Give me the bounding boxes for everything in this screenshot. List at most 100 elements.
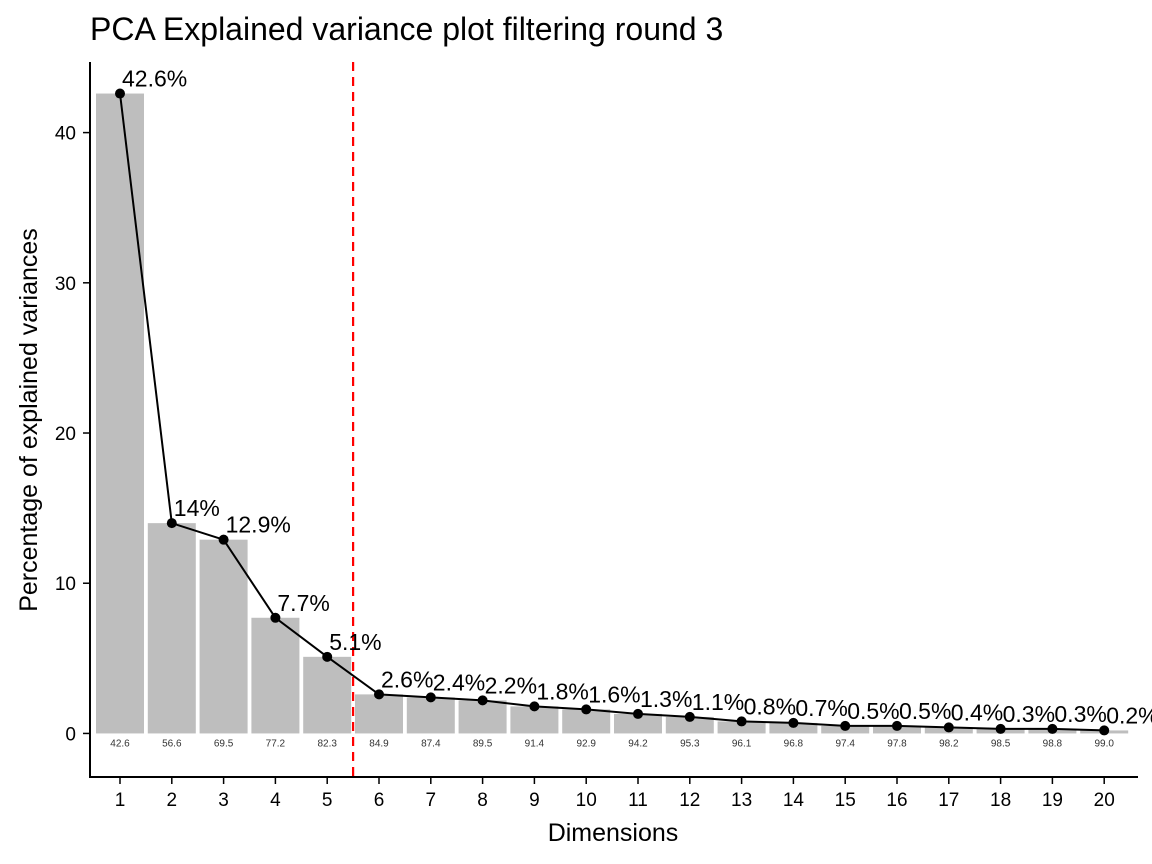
point-dim-15 [840,720,851,731]
y-tick-label: 30 [55,274,76,295]
cumulative-label-dim-17: 98.2 [939,738,959,749]
point-dim-14 [788,717,799,728]
cumulative-label-dim-6: 84.9 [369,738,389,749]
x-tick-label: 1 [115,790,126,811]
bar-dim-12 [665,716,714,734]
x-tick-label: 20 [1094,790,1115,811]
bar-dim-3 [199,539,248,734]
value-label-dim-20: 0.2% [1106,702,1152,728]
point-dim-4 [270,612,281,623]
point-dim-18 [995,723,1006,734]
cumulative-label-dim-20: 99.0 [1094,738,1114,749]
x-tick-label: 12 [679,790,700,811]
cumulative-label-dim-15: 97.4 [835,738,855,749]
chart-title: PCA Explained variance plot filtering ro… [90,11,723,47]
bar-dim-7 [406,697,455,734]
point-dim-6 [374,689,384,700]
x-tick-label: 7 [426,790,437,811]
cumulative-label-dim-5: 82.3 [317,738,337,749]
point-dim-11 [633,708,643,719]
value-label-dim-7: 2.4% [433,669,485,695]
value-label-dim-8: 2.2% [485,672,537,698]
bar-dim-4 [251,617,300,734]
value-label-dim-18: 0.3% [1003,701,1055,727]
y-tick-label: 10 [55,574,76,595]
cumulative-label-dim-3: 69.5 [214,738,234,749]
cumulative-label-dim-8: 89.5 [473,738,493,749]
point-dim-10 [581,704,592,715]
bar-dim-1 [96,93,144,734]
x-tick-label: 3 [218,790,229,811]
cumulative-label-dim-1: 42.6 [110,738,130,749]
x-tick-label: 14 [783,790,805,811]
x-tick-label: 2 [167,790,178,811]
bar-labels-layer: 42.6% 14%12.9% 7.7%5.1%2.6% 2.4% 2.2% 1.8% 1.6… [122,66,1152,729]
value-label-dim-5: 5.1% [329,629,381,655]
point-dim-20 [1099,725,1110,736]
cumulative-label-dim-2: 56.6 [162,738,182,749]
x-tick-label: 15 [835,790,856,811]
point-dim-8 [477,695,488,706]
x-tick-label: 11 [628,790,648,811]
x-tick-label: 8 [477,790,488,811]
value-label-dim-12: 1.1% [692,689,744,715]
x-tick-label: 5 [322,790,333,811]
bar-dim-8 [458,700,507,734]
point-dim-12 [684,711,695,722]
x-tick-label: 6 [374,790,385,811]
x-tick-label: 17 [938,790,959,811]
bar-dim-11 [614,713,662,734]
x-tick-label: 18 [990,790,1011,811]
point-dim-7 [425,692,436,703]
x-axis-title: Dimensions [548,819,679,847]
value-label-dim-10: 1.6% [588,681,640,707]
bar-dim-6 [355,694,403,734]
cumulative-label-dim-18: 98.5 [991,738,1011,749]
y-tick-label: 40 [55,124,76,145]
cumulative-label-dim-9: 91.4 [525,738,545,749]
y-axis-title: Percentage of explained variances [15,228,43,612]
point-dim-2 [166,518,177,529]
value-label-dim-1: 42.6% [122,66,187,92]
bar-dim-13 [717,721,766,734]
point-dim-3 [218,534,229,545]
bars-layer [96,93,1129,734]
x-tick-label: 4 [270,790,281,811]
bar-dim-2 [147,523,196,734]
value-label-dim-4: 7.7% [277,590,329,616]
point-dim-1 [115,88,125,99]
cumulative-label-dim-14: 96.8 [784,738,804,749]
value-label-dim-3: 12.9% [226,512,291,538]
value-label-dim-16: 0.5% [899,698,951,724]
cumulative-label-dim-4: 77.2 [266,738,286,749]
cumulative-labels-layer: 42.6 56.6 69.5 77.2 82.3 84.9 87.4 89.5 91.4 92.9… [110,738,1114,749]
point-dim-9 [529,701,540,712]
value-label-dim-6: 2.6% [381,666,433,692]
x-tick-label: 19 [1042,790,1063,811]
cumulative-label-dim-7: 87.4 [421,738,441,749]
point-dim-17 [943,722,954,733]
point-dim-5 [322,651,333,662]
value-label-dim-19: 0.3% [1054,701,1106,727]
x-tick-label: 16 [886,790,907,811]
bar-dim-14 [769,722,818,734]
x-tick-label: 10 [576,790,597,811]
point-dim-13 [736,716,747,727]
value-label-dim-13: 0.8% [744,693,796,719]
cumulative-label-dim-10: 92.9 [576,738,596,749]
value-label-dim-15: 0.5% [847,698,899,724]
cumulative-label-dim-11: 94.2 [628,738,648,749]
variance-line [119,93,1105,732]
line-layer [115,88,1110,736]
point-dim-19 [1047,723,1058,734]
x-tick-label: 13 [731,790,752,811]
value-label-dim-2: 14% [174,495,220,521]
value-label-dim-14: 0.7% [795,695,847,721]
point-dim-16 [892,720,902,731]
y-tick-label: 20 [55,424,76,445]
value-label-dim-17: 0.4% [951,699,1003,725]
cumulative-label-dim-19: 98.8 [1043,738,1063,749]
value-label-dim-9: 1.8% [536,678,588,704]
